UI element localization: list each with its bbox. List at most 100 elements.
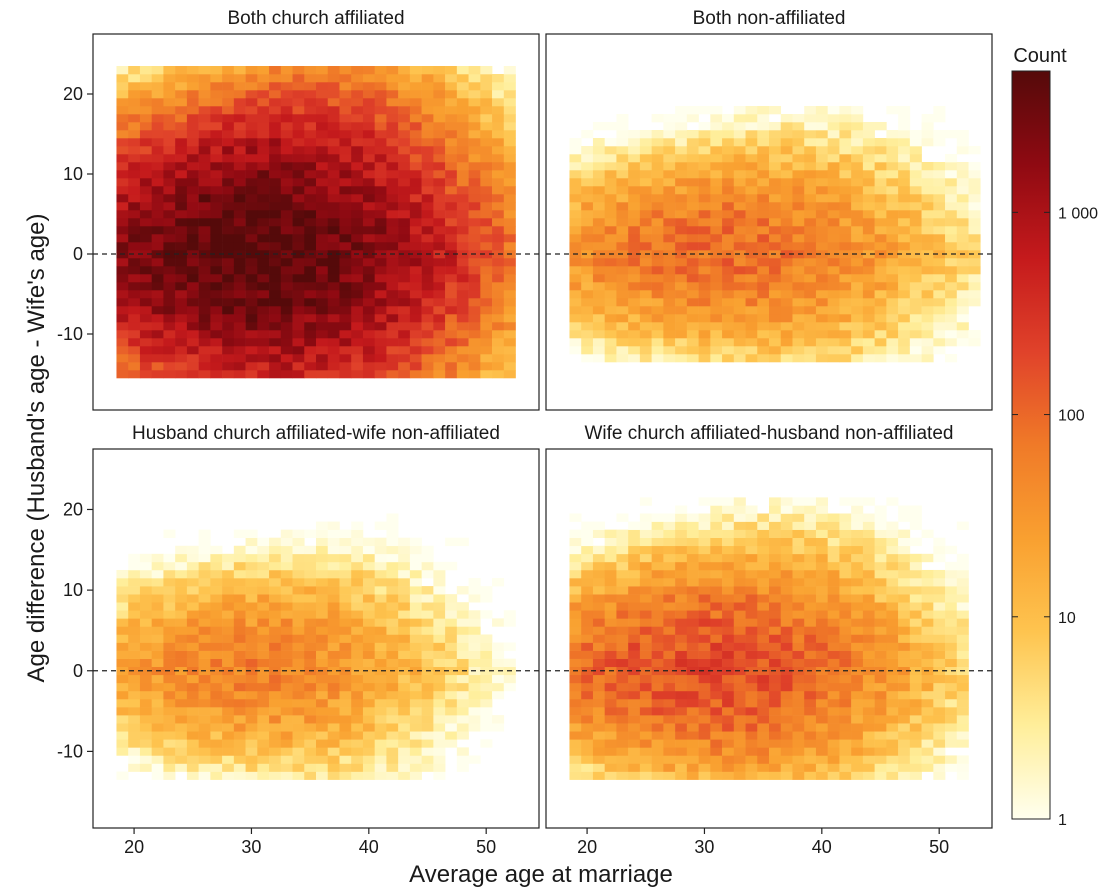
- heatmap-cell: [421, 322, 434, 331]
- heatmap-cell: [445, 634, 458, 643]
- heatmap-cell: [851, 242, 864, 251]
- heatmap-cell: [351, 731, 364, 740]
- heatmap-cell: [921, 586, 934, 595]
- heatmap-cell: [139, 242, 152, 251]
- heatmap-cell: [639, 634, 652, 643]
- heatmap-cell: [733, 715, 746, 724]
- heatmap-cell: [374, 242, 387, 251]
- heatmap-cell: [862, 618, 875, 627]
- heatmap-cell: [686, 561, 699, 571]
- heatmap-cell: [592, 346, 605, 355]
- heatmap-cell: [592, 274, 605, 283]
- heatmap-cell: [374, 666, 387, 676]
- heatmap-cell: [233, 242, 246, 251]
- heatmap-cell: [663, 674, 676, 684]
- heatmap-cell: [616, 545, 629, 555]
- heatmap-cell: [468, 170, 481, 179]
- heatmap-cell: [128, 138, 141, 147]
- heatmap-cell: [663, 194, 676, 203]
- heatmap-cell: [815, 634, 828, 643]
- heatmap-cell: [956, 274, 969, 283]
- heatmap-cell: [327, 618, 340, 627]
- heatmap-cell: [569, 306, 582, 315]
- heatmap-cell: [569, 314, 582, 323]
- heatmap-cell: [398, 186, 411, 195]
- heatmap-cell: [804, 266, 817, 275]
- heatmap-cell: [292, 545, 305, 555]
- heatmap-cell: [945, 586, 958, 595]
- heatmap-cell: [456, 186, 469, 195]
- heatmap-cell: [569, 178, 582, 187]
- heatmap-cell: [374, 370, 387, 379]
- panel-frame: [545, 33, 993, 411]
- heatmap-cell: [269, 194, 282, 203]
- heatmap-cell: [628, 650, 641, 659]
- heatmap-cell: [151, 130, 164, 139]
- panel-title: Both church affiliated: [227, 8, 404, 29]
- heatmap-cell: [480, 739, 493, 748]
- heatmap-cell: [445, 170, 458, 179]
- heatmap-cell: [616, 314, 629, 323]
- heatmap-cell: [374, 338, 387, 347]
- heatmap-cell: [139, 234, 152, 243]
- heatmap-cell: [581, 723, 594, 732]
- heatmap-cell: [921, 682, 934, 692]
- heatmap-cell: [433, 290, 446, 299]
- heatmap-cell: [651, 658, 664, 668]
- heatmap-cell: [198, 282, 211, 291]
- heatmap-cell: [128, 74, 141, 83]
- heatmap-cell: [280, 314, 293, 323]
- heatmap-cell: [198, 723, 211, 732]
- heatmap-cell: [386, 561, 399, 571]
- heatmap-cell: [886, 537, 899, 547]
- heatmap-cell: [757, 186, 770, 195]
- heatmap-cell: [280, 723, 293, 732]
- heatmap-cell: [456, 274, 469, 283]
- heatmap-cell: [433, 218, 446, 227]
- heatmap-cell: [245, 658, 258, 668]
- heatmap-cell: [851, 202, 864, 211]
- heatmap-cell: [269, 642, 282, 651]
- heatmap-cell: [757, 306, 770, 315]
- heatmap-cell: [663, 618, 676, 627]
- heatmap-cell: [456, 202, 469, 211]
- heatmap-cell: [827, 594, 840, 603]
- heatmap-cell: [327, 74, 340, 83]
- heatmap-cell: [745, 330, 758, 339]
- heatmap-cell: [628, 682, 641, 692]
- heatmap-cell: [280, 290, 293, 299]
- heatmap-cell: [292, 602, 305, 611]
- heatmap-cell: [456, 314, 469, 323]
- heatmap-cell: [898, 138, 911, 147]
- heatmap-cell: [722, 122, 735, 131]
- heatmap-cell: [280, 747, 293, 756]
- heatmap-cell: [421, 610, 434, 619]
- heatmap-cell: [198, 290, 211, 299]
- heatmap-cell: [874, 258, 887, 267]
- heatmap-cell: [433, 578, 446, 587]
- heatmap-cell: [862, 642, 875, 651]
- heatmap-cell: [569, 674, 582, 684]
- heatmap-cell: [351, 578, 364, 587]
- heatmap-cell: [956, 586, 969, 595]
- heatmap-cell: [592, 586, 605, 595]
- heatmap-cell: [886, 170, 899, 179]
- heatmap-cell: [628, 715, 641, 724]
- heatmap-cell: [804, 723, 817, 732]
- heatmap-cell: [780, 298, 793, 307]
- heatmap-cell: [386, 242, 399, 251]
- heatmap-cell: [792, 505, 805, 514]
- heatmap-cell: [581, 178, 594, 187]
- heatmap-cell: [339, 98, 352, 107]
- heatmap-cell: [480, 338, 493, 347]
- heatmap-cell: [292, 755, 305, 764]
- heatmap-cell: [198, 771, 211, 780]
- heatmap-cell: [804, 170, 817, 179]
- heatmap-cell: [757, 194, 770, 203]
- heatmap-cell: [851, 162, 864, 171]
- heatmap-cell: [198, 274, 211, 283]
- heatmap-cell: [898, 682, 911, 692]
- heatmap-cell: [604, 346, 617, 355]
- heatmap-cell: [956, 634, 969, 643]
- heatmap-cell: [128, 298, 141, 307]
